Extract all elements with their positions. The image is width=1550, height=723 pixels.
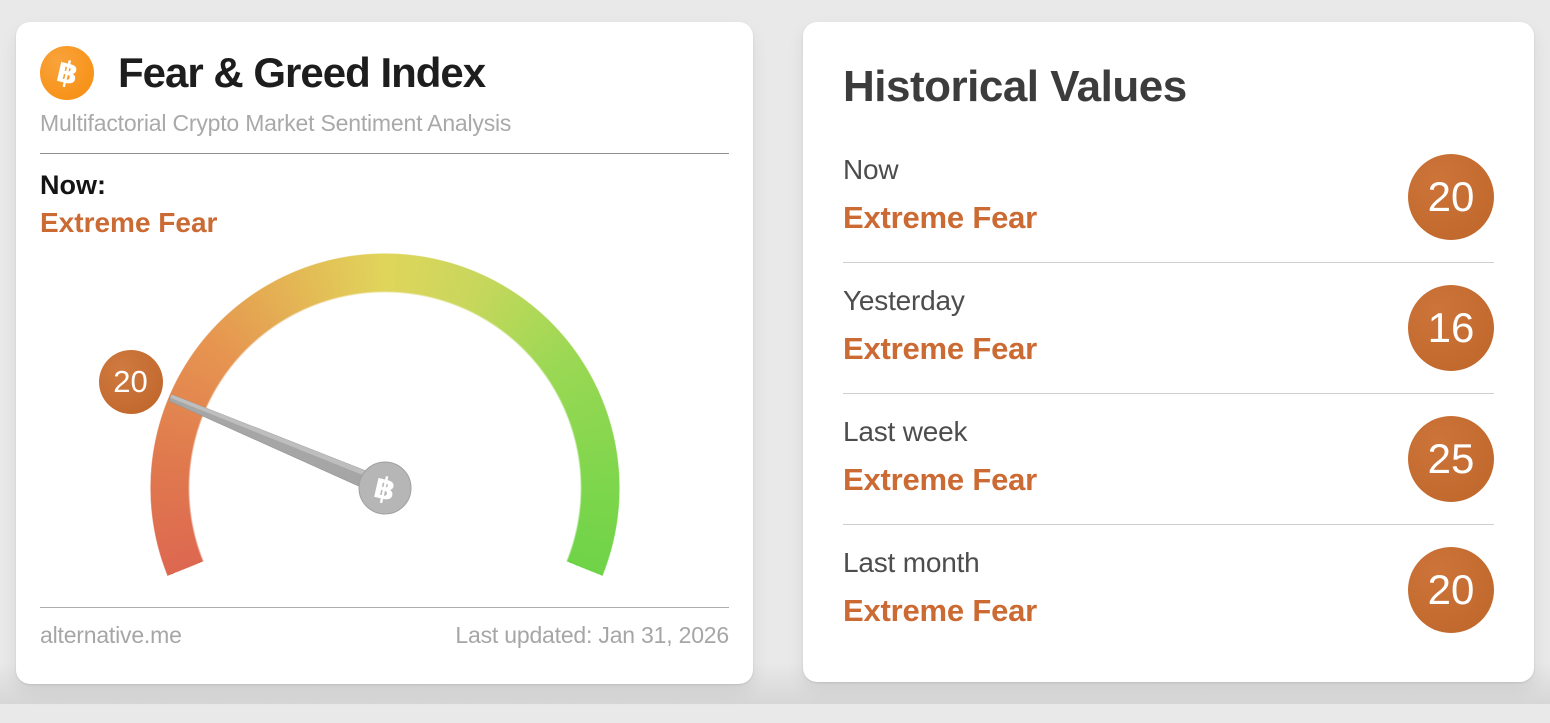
history-title: Historical Values <box>843 62 1187 111</box>
history-value-badge: 20 <box>1408 547 1494 633</box>
gauge-value-badge: 20 <box>98 350 163 414</box>
now-label: Now: <box>40 170 106 200</box>
history-period: Last month <box>843 547 980 578</box>
card-header: ฿ Fear & Greed Index <box>40 46 729 100</box>
header-divider <box>40 153 729 154</box>
history-row-now: Now Extreme Fear 20 <box>843 132 1494 262</box>
card-title: Fear & Greed Index <box>118 49 486 96</box>
history-row-yesterday: Yesterday Extreme Fear 16 <box>843 262 1494 393</box>
fear-greed-gauge: ฿ 20 <box>40 245 729 723</box>
history-row-last-week: Last week Extreme Fear 25 <box>843 393 1494 524</box>
source-link[interactable]: alternative.me <box>40 622 182 648</box>
history-sentiment: Extreme Fear <box>843 200 1038 235</box>
bitcoin-glyph: ฿ <box>53 54 81 92</box>
history-value: 20 <box>1427 173 1475 220</box>
history-period: Yesterday <box>843 285 965 316</box>
gauge-hub <box>358 461 411 515</box>
gauge-value: 20 <box>113 364 148 399</box>
gauge-needle-layer: ฿ <box>168 394 411 515</box>
history-period: Last week <box>843 416 968 447</box>
history-value: 25 <box>1427 435 1475 482</box>
page-background: ฿ Fear & Greed Index Multifactorial Cryp… <box>16 22 1534 723</box>
history-sentiment: Extreme Fear <box>843 593 1038 628</box>
history-value-badge: 20 <box>1408 154 1494 240</box>
history-value: 16 <box>1427 304 1475 351</box>
now-sentiment: Extreme Fear <box>40 207 218 238</box>
history-value-badge: 16 <box>1408 285 1494 371</box>
history-sentiment: Extreme Fear <box>843 331 1038 366</box>
card-subtitle: Multifactorial Crypto Market Sentiment A… <box>40 110 512 136</box>
history-sentiment: Extreme Fear <box>843 462 1038 497</box>
fear-greed-index-card: ฿ Fear & Greed Index Multifactorial Cryp… <box>16 22 753 723</box>
bitcoin-icon: ฿ <box>40 46 94 100</box>
history-row-last-month: Last month Extreme Fear 20 <box>843 524 1494 655</box>
historical-values-card: Historical Values Now Extreme Fear 20 Ye… <box>803 22 1534 682</box>
history-period: Now <box>843 154 899 185</box>
history-value: 20 <box>1427 566 1475 613</box>
gauge-needle-highlight <box>169 394 388 484</box>
history-value-badge: 25 <box>1408 416 1494 502</box>
